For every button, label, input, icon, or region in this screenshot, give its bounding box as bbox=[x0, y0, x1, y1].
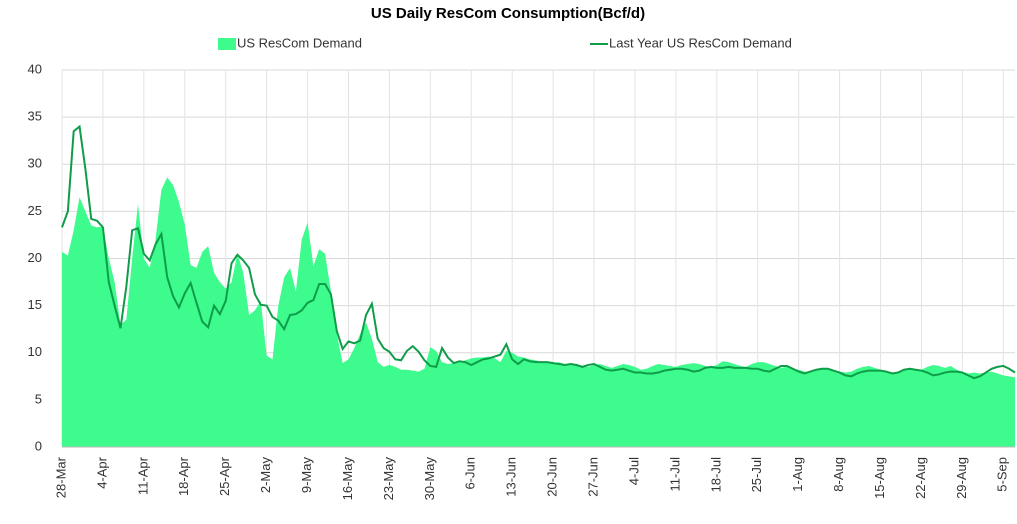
x-tick-label: 1-Aug bbox=[790, 457, 805, 492]
area bbox=[62, 177, 1015, 447]
chart-title: US Daily ResCom Consumption(Bcf/d) bbox=[371, 5, 645, 22]
y-tick-label: 5 bbox=[35, 391, 42, 406]
x-tick-label: 22-Aug bbox=[913, 457, 928, 499]
x-tick-label: 25-Apr bbox=[217, 456, 232, 496]
x-tick-label: 20-Jun bbox=[545, 457, 560, 497]
legend-swatch bbox=[218, 38, 236, 50]
legend-label: US ResCom Demand bbox=[237, 35, 362, 50]
x-tick-label: 2-May bbox=[258, 457, 273, 494]
x-tick-label: 15-Aug bbox=[872, 457, 887, 499]
x-tick-label: 8-Aug bbox=[831, 457, 846, 492]
x-tick-label: 25-Jul bbox=[749, 457, 764, 493]
y-tick-label: 10 bbox=[28, 344, 42, 359]
x-tick-label: 28-Mar bbox=[53, 456, 68, 498]
line bbox=[61, 124, 1016, 380]
x-tick-label: 18-Apr bbox=[176, 456, 191, 496]
x-tick-label: 4-Jul bbox=[626, 457, 641, 485]
x-tick-label: 6-Jun bbox=[463, 457, 478, 490]
x-tick-label: 16-May bbox=[340, 457, 355, 501]
y-tick-label: 15 bbox=[28, 297, 42, 312]
y-tick-label: 30 bbox=[28, 156, 42, 171]
x-tick-label: 11-Apr bbox=[135, 456, 150, 495]
x-tick-label: 29-Aug bbox=[954, 457, 969, 499]
y-tick-label: 25 bbox=[28, 203, 42, 218]
y-tick-label: 20 bbox=[28, 250, 42, 265]
x-tick-label: 9-May bbox=[299, 457, 314, 494]
x-tick-label: 18-Jul bbox=[708, 457, 723, 493]
y-tick-label: 35 bbox=[28, 109, 42, 124]
x-tick-label: 30-May bbox=[422, 457, 437, 501]
x-tick-label: 4-Apr bbox=[94, 456, 109, 488]
x-tick-label: 13-Jun bbox=[504, 457, 519, 497]
x-tick-label: 23-May bbox=[381, 457, 396, 501]
y-tick-label: 40 bbox=[28, 61, 42, 76]
legend-label: Last Year US ResCom Demand bbox=[609, 35, 792, 50]
y-tick-label: 0 bbox=[35, 438, 42, 453]
x-tick-label: 5-Sep bbox=[995, 457, 1010, 492]
x-tick-label: 27-Jun bbox=[585, 457, 600, 497]
x-tick-label: 11-Jul bbox=[667, 457, 682, 492]
